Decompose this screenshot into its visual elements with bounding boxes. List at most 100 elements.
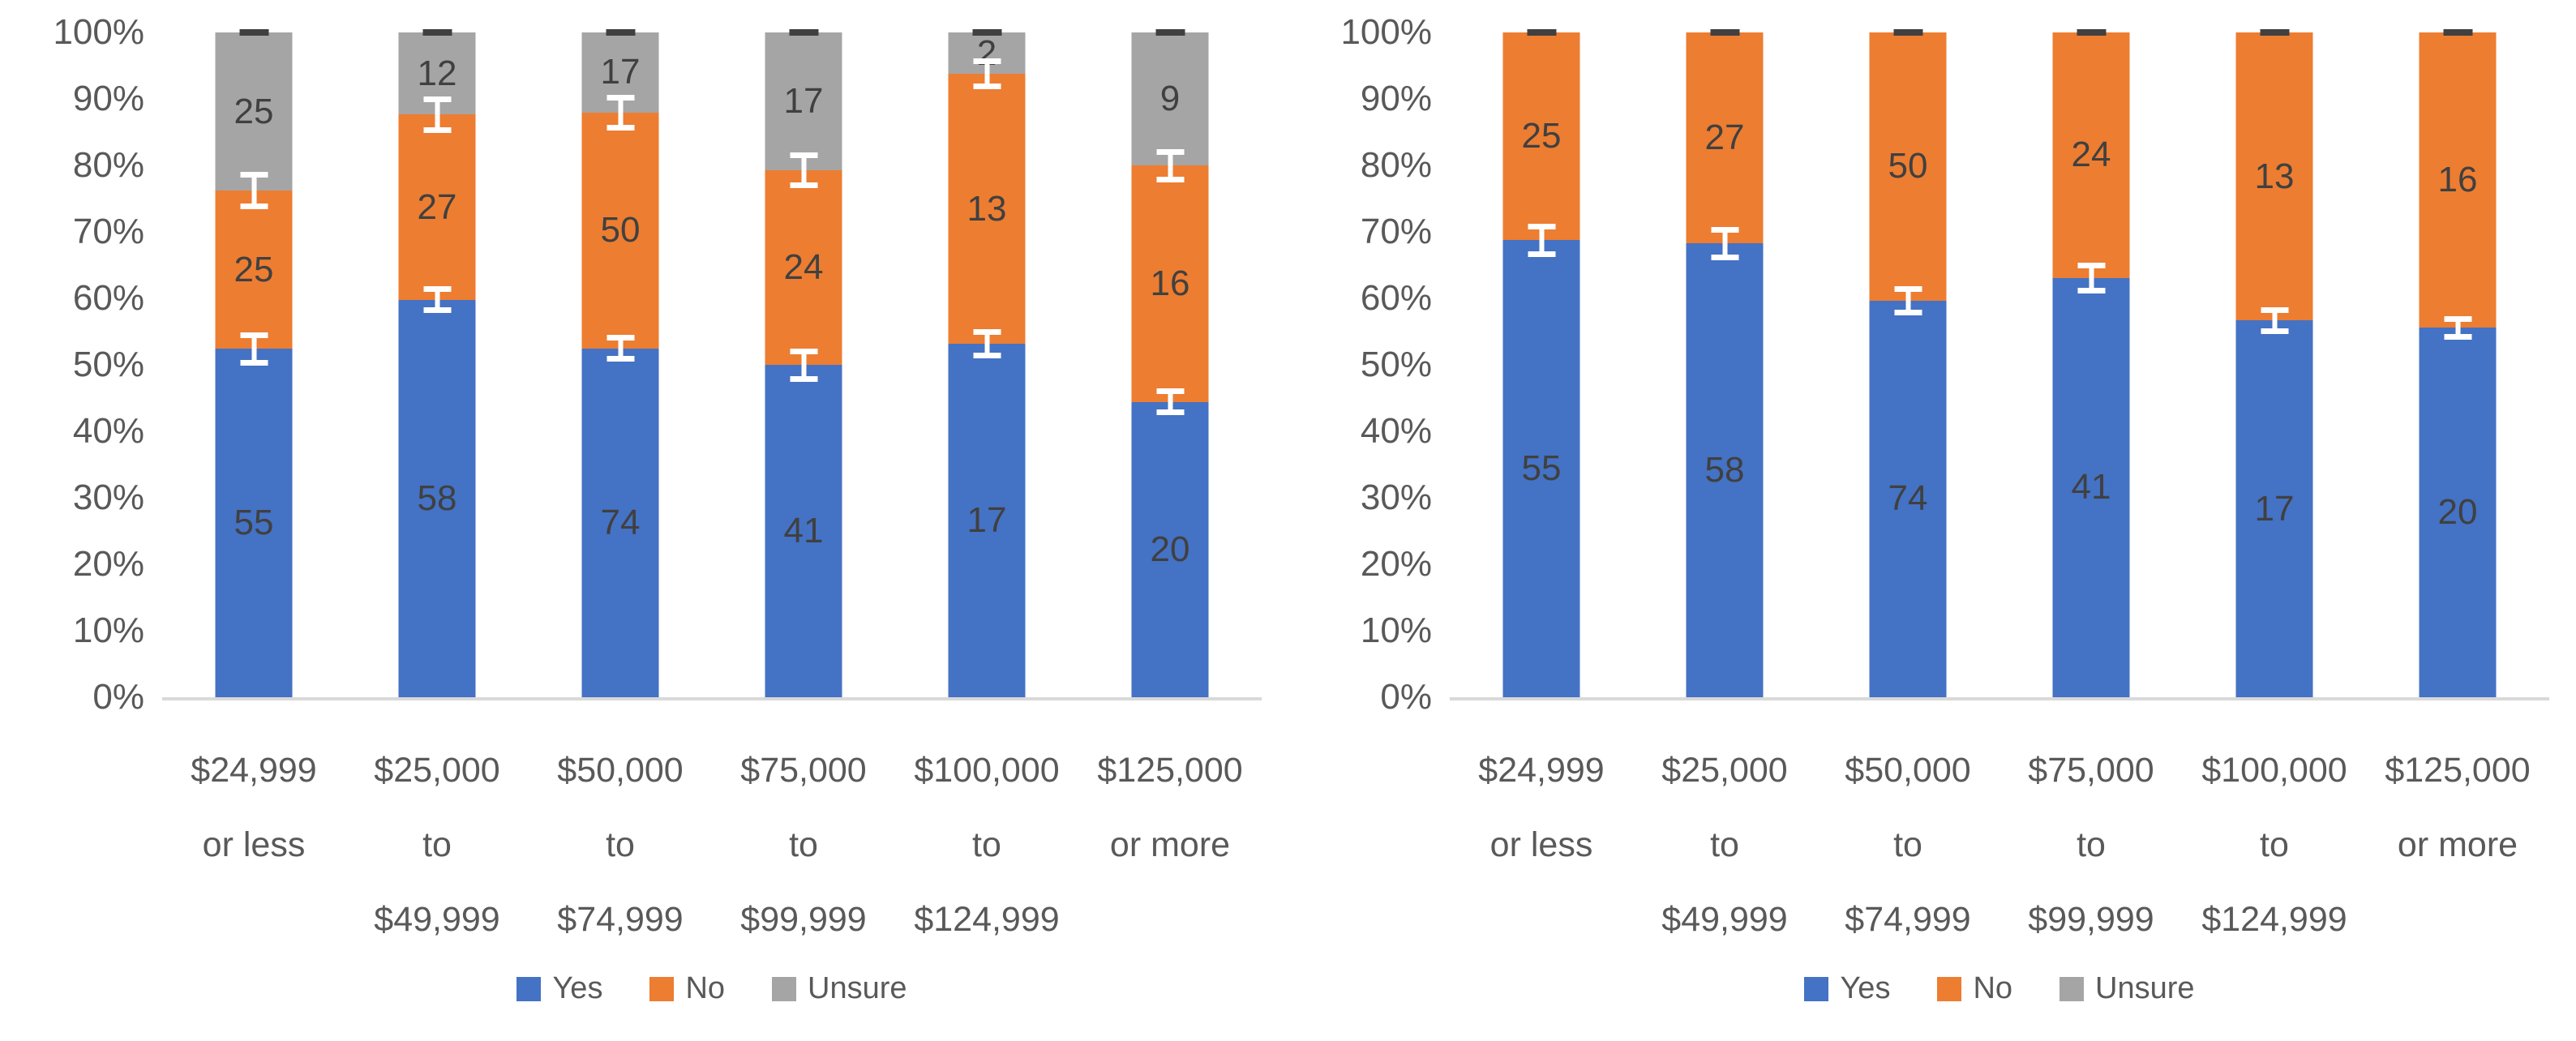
data-label-yes: 58	[1704, 450, 1745, 491]
error-bar-stem	[1168, 388, 1172, 415]
bar-segment-no	[948, 74, 1026, 345]
error-bar-stem	[2272, 306, 2277, 334]
error-bar-cap	[973, 353, 1001, 359]
bar-segment-unsure	[765, 32, 842, 170]
bar-segment-no	[2235, 32, 2313, 321]
x-category-line: $50,000	[557, 751, 684, 790]
data-label-yes: 58	[417, 478, 457, 518]
x-category-line: or more	[1109, 825, 1231, 864]
top-error-tick	[1527, 29, 1556, 36]
error-bar-cap	[1156, 409, 1184, 415]
data-label-yes: 55	[1521, 448, 1562, 489]
bar-segment-yes	[2235, 320, 2313, 697]
data-label-no: 25	[1521, 116, 1562, 156]
data-label-yes: 74	[1888, 478, 1928, 519]
stacked-bar: 41 24	[2052, 29, 2130, 697]
bar-segment-yes	[948, 344, 1026, 697]
x-category-line: to	[1893, 825, 1922, 864]
data-label-no: 13	[967, 188, 1007, 229]
y-tick-label: 60%	[1360, 278, 1432, 318]
error-bar-cap	[2261, 328, 2288, 334]
y-tick-label: 60%	[72, 278, 144, 318]
bar-segment-yes	[581, 348, 659, 697]
bar-segment-yes	[1502, 240, 1580, 697]
x-category-line: $99,999	[740, 900, 867, 939]
x-category-label: $50,000 to $74,999	[557, 733, 683, 957]
x-category-line: $124,999	[914, 900, 1060, 939]
y-tick-label: 100%	[1340, 12, 1432, 52]
error-bar-stem	[984, 329, 989, 359]
stacked-bar: 55 25	[1502, 29, 1580, 697]
bar-segment-yes	[2419, 328, 2497, 697]
legend-label: No	[1973, 971, 2013, 1005]
x-category-line: or less	[202, 825, 306, 864]
data-label-unsure: 17	[600, 52, 641, 92]
legend-label: No	[685, 971, 726, 1005]
error-bar-cap	[790, 182, 817, 189]
bar-segment-no	[1131, 165, 1209, 402]
error-bar-yes	[1711, 226, 1738, 260]
bar-segment-no	[581, 112, 659, 349]
error-bar-cap	[790, 375, 817, 382]
stacked-bar: 55 25 25	[215, 29, 293, 697]
x-category-label: $100,000 to $124,999	[2201, 733, 2347, 957]
data-label-yes: 17	[967, 500, 1007, 541]
stacked-bar: 17 13 2	[948, 29, 1026, 697]
error-bar-stem	[435, 96, 439, 133]
error-bar-cap	[606, 125, 634, 131]
bar-slot: 55 25 25 $24,999 or less	[162, 29, 345, 864]
x-category-line: $24,999	[1478, 751, 1605, 790]
error-bar-stem	[251, 172, 256, 210]
error-bar-cap	[1156, 176, 1184, 182]
error-bar-yes	[423, 286, 451, 314]
x-category-line: $99,999	[2028, 900, 2154, 939]
error-bar-no	[790, 152, 817, 189]
chart-right-panel: 100% 90% 80% 70% 60% 50% 40% 30% 20% 10% 0% 55 25 $24…	[1288, 0, 2575, 1041]
error-bar-stem	[618, 94, 623, 131]
data-label-no: 25	[234, 249, 274, 289]
error-bar-no	[973, 58, 1001, 90]
error-bar-stem	[2455, 315, 2460, 341]
data-label-no: 24	[783, 247, 824, 287]
bar-segment-yes	[215, 349, 293, 697]
error-bar-cap	[973, 84, 1001, 90]
legend-item-unsure: Unsure	[2060, 971, 2195, 1006]
bar-slot: 41 24 $75,000 to $99,999	[2000, 29, 2183, 939]
bar-slot: 58 27 $25,000 to $49,999	[1633, 29, 1816, 939]
legend-item-no: No	[649, 971, 725, 1006]
y-tick-label: 20%	[72, 544, 144, 584]
error-bar-stem	[1539, 223, 1544, 257]
y-tick-label: 0%	[92, 677, 144, 717]
x-category-label: $24,999 or less	[1478, 733, 1604, 882]
legend-label: Yes	[552, 971, 603, 1005]
top-error-tick	[2443, 29, 2472, 36]
y-tick-label: 40%	[72, 411, 144, 451]
legend-swatch-unsure	[2060, 976, 2085, 1001]
data-label-unsure: 9	[1159, 79, 1181, 118]
bar-segment-yes	[1131, 401, 1209, 697]
error-bar-stem	[801, 152, 806, 189]
data-label-no: 13	[2254, 156, 2295, 196]
error-bar-stem	[1905, 285, 1910, 315]
error-bar-yes	[1156, 388, 1184, 415]
y-tick-label: 0%	[1380, 677, 1432, 717]
x-category-line: $100,000	[914, 751, 1060, 790]
error-bar-stem	[1168, 148, 1172, 182]
data-label-yes: 20	[1150, 529, 1190, 569]
error-bar-yes	[1528, 223, 1555, 257]
error-bar-cap	[606, 356, 634, 362]
x-category-line: $124,999	[2201, 900, 2347, 939]
stacked-bar: 74 50	[1869, 29, 1947, 697]
y-tick-label: 30%	[72, 478, 144, 517]
x-category-label: $125,000 or more	[1097, 733, 1242, 882]
error-bar-cap	[2444, 334, 2471, 341]
error-bar-yes	[2261, 306, 2288, 334]
y-tick-label: 30%	[1360, 478, 1432, 517]
top-error-tick	[1710, 29, 1739, 36]
stacked-bar: 41 24 17	[765, 29, 842, 697]
x-category-line: $74,999	[1845, 900, 1971, 939]
error-bar-yes	[240, 332, 268, 366]
x-category-line: $125,000	[2385, 751, 2531, 790]
y-tick-label: 80%	[72, 145, 144, 185]
data-label-no: 27	[417, 186, 457, 227]
